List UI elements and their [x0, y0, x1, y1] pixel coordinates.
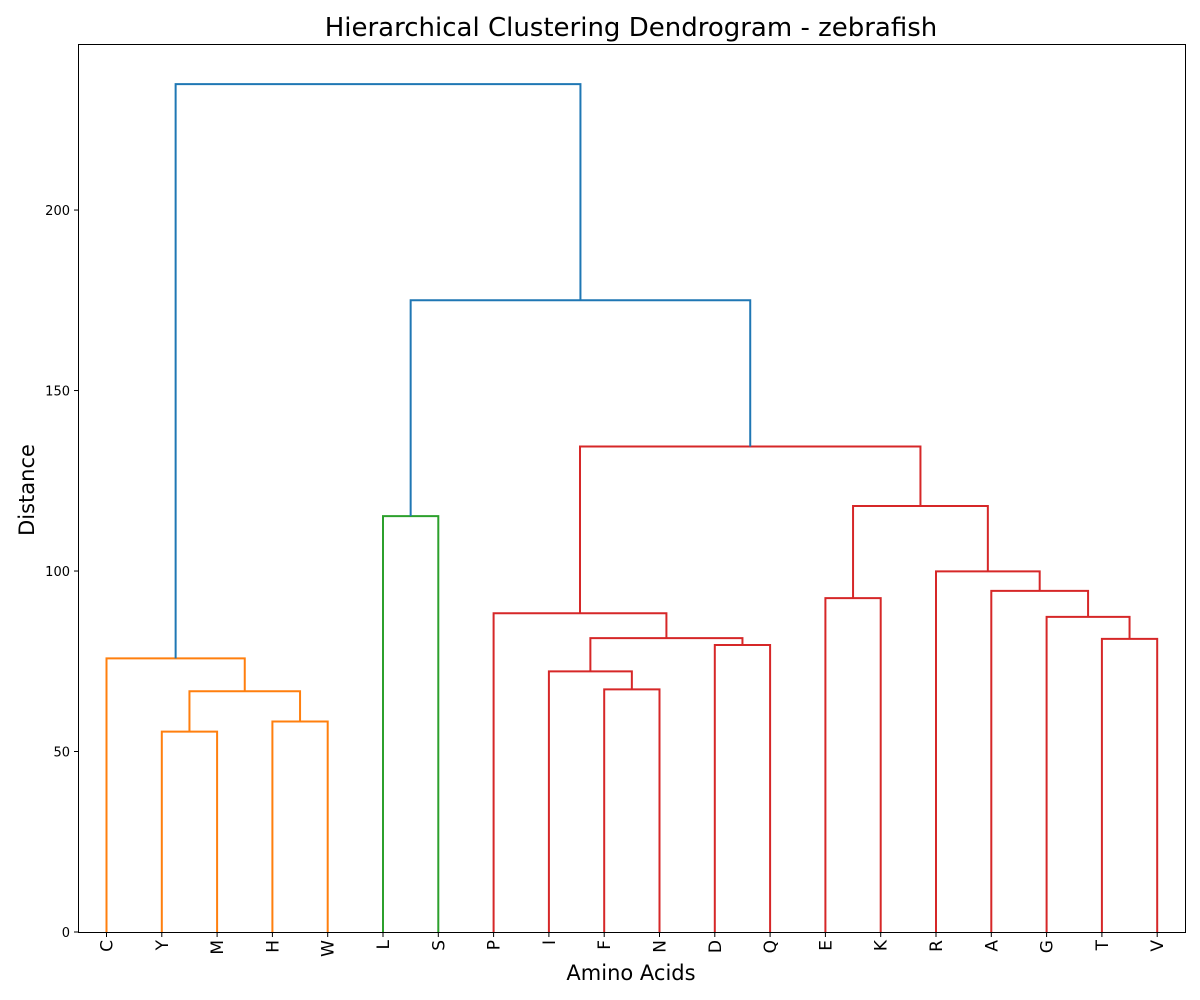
leaf-label-D: D	[706, 940, 726, 953]
dendrogram-link-10	[492, 612, 668, 932]
leaf-label-A: A	[982, 940, 1002, 952]
leaf-label-L: L	[374, 939, 394, 949]
dendrogram-link-15	[824, 597, 882, 932]
dendrogram-link-9	[589, 637, 744, 672]
y-tick-label-200: 200	[45, 204, 70, 219]
leaf-label-T: T	[1093, 939, 1113, 951]
dendrogram-link-19	[174, 83, 582, 659]
leaf-label-P: P	[485, 940, 505, 950]
y-axis-label: Distance	[15, 444, 39, 536]
dendrogram-link-11	[1100, 637, 1159, 932]
x-axis-label: Amino Acids	[566, 961, 695, 985]
chart-title: Hierarchical Clustering Dendrogram - zeb…	[325, 13, 938, 43]
dendrogram-link-1	[160, 730, 219, 932]
leaf-label-V: V	[1148, 940, 1168, 952]
leaf-label-N: N	[651, 940, 671, 953]
leaf-label-F: F	[595, 940, 615, 950]
leaf-label-M: M	[208, 940, 228, 955]
leaf-label-G: G	[1038, 940, 1058, 953]
leaf-label-H: H	[263, 940, 283, 953]
leaf-label-R: R	[927, 940, 947, 952]
leaf-label-K: K	[872, 939, 892, 951]
dendrogram-link-7	[547, 670, 633, 932]
leaf-label-Q: Q	[761, 940, 781, 953]
dendrogram-link-18	[409, 299, 752, 517]
y-tick-label-0: 0	[62, 926, 70, 941]
leaf-label-W: W	[319, 940, 339, 957]
leaf-label-C: C	[98, 940, 118, 952]
plot-area	[78, 44, 1186, 933]
leaf-label-S: S	[429, 940, 449, 951]
dendrogram-link-17	[579, 445, 922, 614]
leaf-label-I: I	[540, 940, 560, 945]
y-tick-label-150: 150	[45, 385, 70, 400]
y-tick-label-100: 100	[45, 565, 70, 580]
dendrogram-links	[105, 83, 1159, 932]
leaf-label-Y: Y	[153, 939, 173, 951]
y-tick-label-50: 50	[53, 746, 70, 761]
leaf-label-E: E	[816, 940, 836, 951]
y-axis: 0 50 100 150 200	[45, 204, 79, 941]
dendrogram-link-16	[852, 505, 989, 599]
